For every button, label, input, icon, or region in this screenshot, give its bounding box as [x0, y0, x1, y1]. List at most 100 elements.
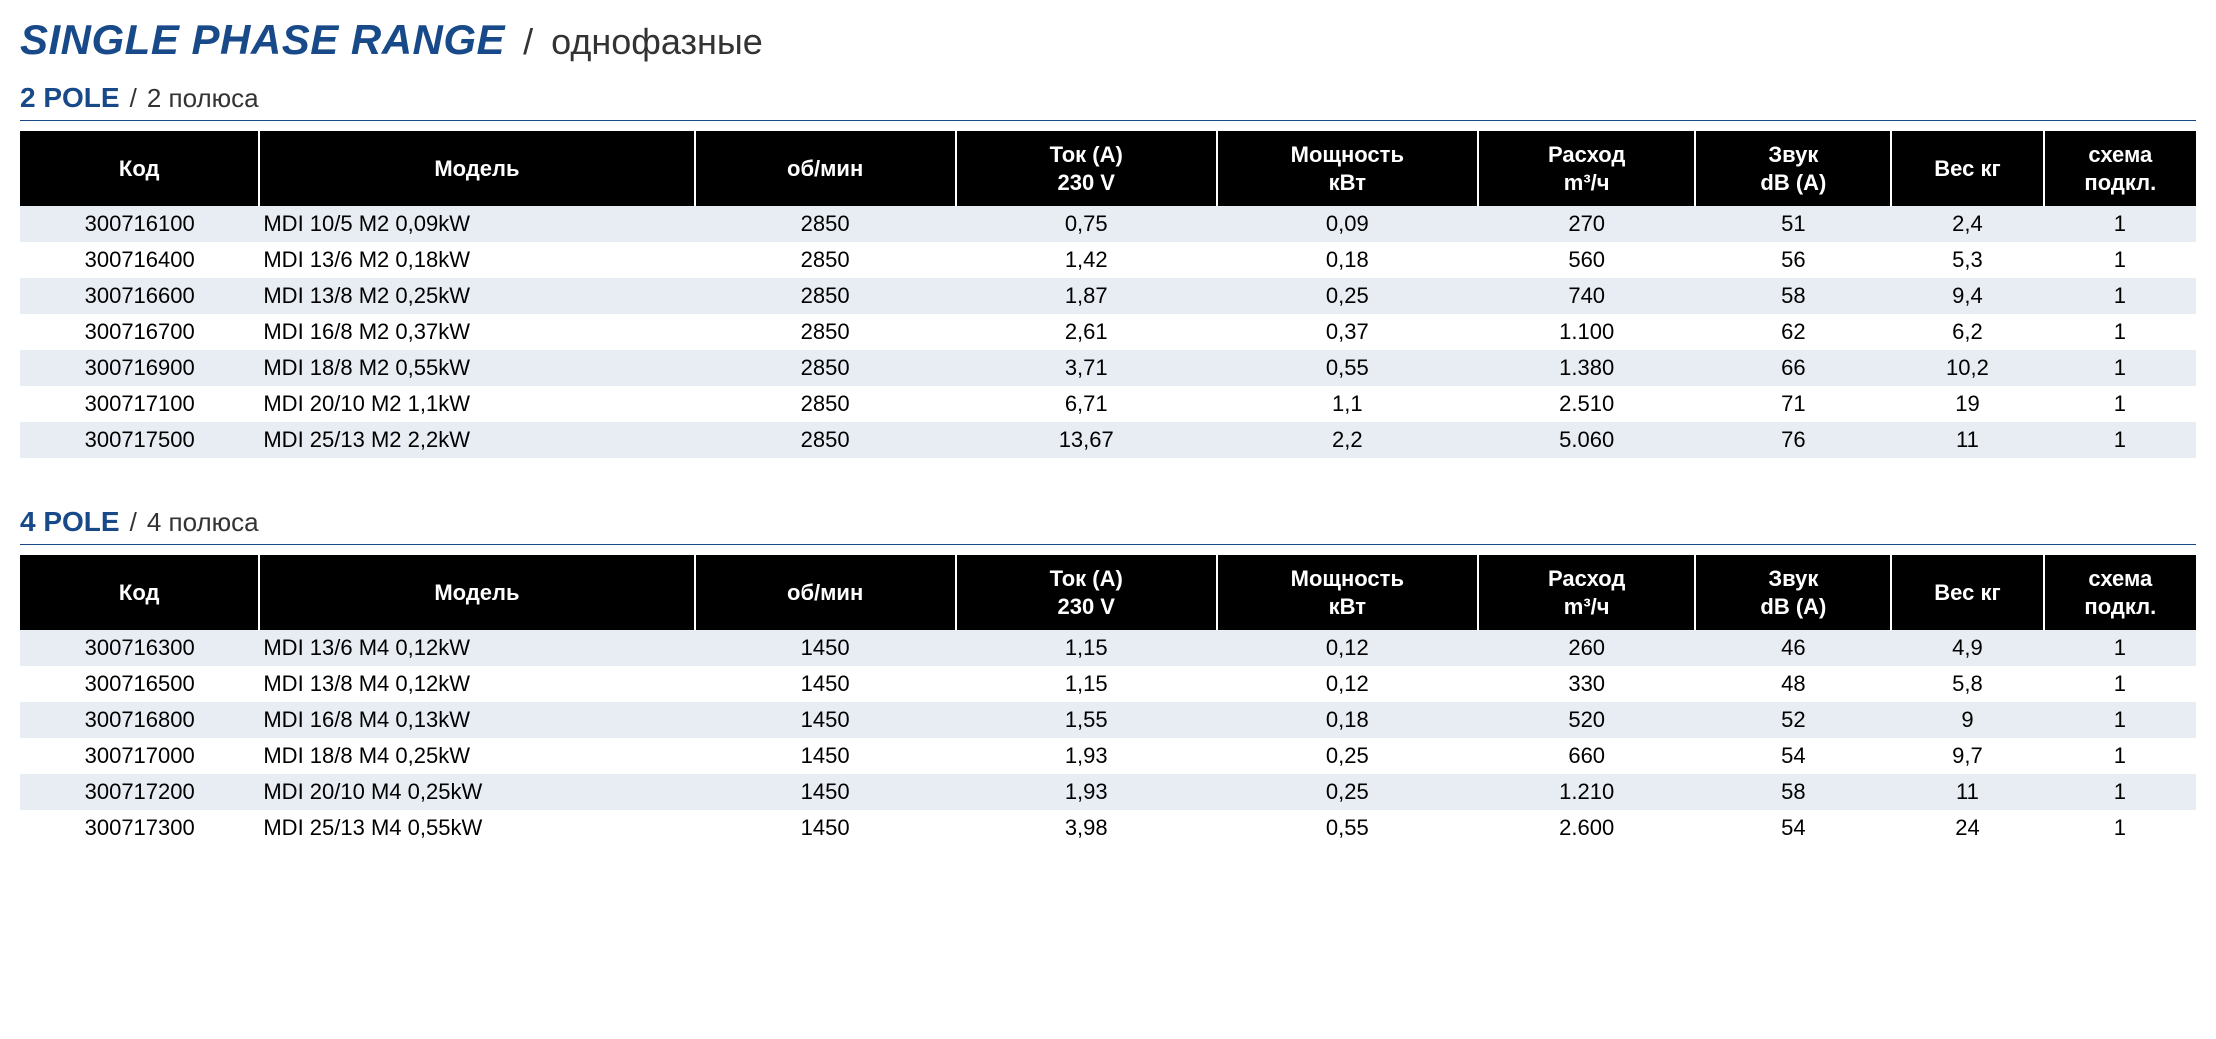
section: 2 POLE/2 полюса КодМодельоб/минТок (A)230… — [20, 82, 2196, 458]
table-header-cell: об/мин — [695, 555, 956, 630]
table-cell-model: MDI 18/8 M2 0,55kW — [259, 350, 694, 386]
table-cell: 0,12 — [1217, 666, 1478, 702]
table-cell-model: MDI 13/8 M2 0,25kW — [259, 278, 694, 314]
table-header-cell: Модель — [259, 555, 694, 630]
table-cell-model: MDI 20/10 M2 1,1kW — [259, 386, 694, 422]
table-cell-model: MDI 25/13 M4 0,55kW — [259, 810, 694, 846]
table-cell: 300716600 — [20, 278, 259, 314]
table-row: 300717200MDI 20/10 M4 0,25kW14501,930,25… — [20, 774, 2196, 810]
table-cell: 300716400 — [20, 242, 259, 278]
table-cell: 54 — [1695, 810, 1891, 846]
table-cell: 11 — [1891, 422, 2043, 458]
section-header: 2 POLE/2 полюса — [20, 82, 2196, 121]
table-cell: 46 — [1695, 630, 1891, 666]
table-cell-model: MDI 10/5 M2 0,09kW — [259, 206, 694, 242]
table-cell: 1,15 — [956, 666, 1217, 702]
table-cell: 58 — [1695, 278, 1891, 314]
table-cell: 1 — [2044, 386, 2196, 422]
table-cell: 3,71 — [956, 350, 1217, 386]
table-cell-model: MDI 16/8 M4 0,13kW — [259, 702, 694, 738]
table-row: 300717100MDI 20/10 M2 1,1kW28506,711,12.… — [20, 386, 2196, 422]
table-cell: 52 — [1695, 702, 1891, 738]
table-cell: 1 — [2044, 278, 2196, 314]
table-cell: 9 — [1891, 702, 2043, 738]
table-cell: 300717300 — [20, 810, 259, 846]
table-header-cell: Расходm³/ч — [1478, 131, 1696, 206]
page-title-en: SINGLE PHASE RANGE — [20, 16, 505, 64]
table-header-cell: Вес кг — [1891, 131, 2043, 206]
table-cell: 1,15 — [956, 630, 1217, 666]
table-cell: 300716100 — [20, 206, 259, 242]
table-cell: 48 — [1695, 666, 1891, 702]
table-row: 300716900MDI 18/8 M2 0,55kW28503,710,551… — [20, 350, 2196, 386]
table-header-cell: Код — [20, 131, 259, 206]
table-cell: 1,1 — [1217, 386, 1478, 422]
table-cell: 5,3 — [1891, 242, 2043, 278]
table-row: 300716500MDI 13/8 M4 0,12kW14501,150,123… — [20, 666, 2196, 702]
table-cell: 1.380 — [1478, 350, 1696, 386]
table-cell: 54 — [1695, 738, 1891, 774]
table-row: 300716800MDI 16/8 M4 0,13kW14501,550,185… — [20, 702, 2196, 738]
section-title-ru: 4 полюса — [147, 507, 259, 538]
table-cell-model: MDI 13/6 M2 0,18kW — [259, 242, 694, 278]
table-cell: 1 — [2044, 314, 2196, 350]
table-cell: 300716800 — [20, 702, 259, 738]
table-cell: 66 — [1695, 350, 1891, 386]
section: 4 POLE/4 полюсаКодМодельоб/минТок (A)230… — [20, 506, 2196, 846]
table-cell-model: MDI 13/6 M4 0,12kW — [259, 630, 694, 666]
sections-container: 2 POLE/2 полюсаКодМодельоб/минТок (A)230… — [20, 82, 2196, 846]
table-cell: 1 — [2044, 350, 2196, 386]
table-cell: 300716700 — [20, 314, 259, 350]
table-cell: 1.210 — [1478, 774, 1696, 810]
table-cell: 1450 — [695, 666, 956, 702]
table-cell: 1 — [2044, 206, 2196, 242]
table-cell: 300716900 — [20, 350, 259, 386]
table-cell: 1 — [2044, 666, 2196, 702]
table-cell: 0,37 — [1217, 314, 1478, 350]
section-title-en: 2 POLE — [20, 82, 120, 114]
table-cell: 2850 — [695, 386, 956, 422]
table-cell: 3,98 — [956, 810, 1217, 846]
table-cell: 58 — [1695, 774, 1891, 810]
table-cell: 260 — [1478, 630, 1696, 666]
table-cell: 1 — [2044, 738, 2196, 774]
table-cell: 1 — [2044, 702, 2196, 738]
table-cell: 0,55 — [1217, 350, 1478, 386]
table-cell: 300717000 — [20, 738, 259, 774]
table-cell: 2850 — [695, 350, 956, 386]
table-cell: 1450 — [695, 702, 956, 738]
page-title-ru: однофазные — [551, 21, 763, 63]
table-row: 300716100MDI 10/5 M2 0,09kW28500,750,092… — [20, 206, 2196, 242]
section-title-en: 4 POLE — [20, 506, 120, 538]
table-cell: 1,55 — [956, 702, 1217, 738]
table-cell: 1,42 — [956, 242, 1217, 278]
table-cell: 0,25 — [1217, 278, 1478, 314]
table-cell: 6,2 — [1891, 314, 2043, 350]
table-cell: 1 — [2044, 422, 2196, 458]
page-title-sep: / — [523, 21, 533, 63]
table-cell: 1 — [2044, 242, 2196, 278]
table-cell: 660 — [1478, 738, 1696, 774]
table-cell: 0,18 — [1217, 242, 1478, 278]
table-header-cell: Ток (A)230 V — [956, 131, 1217, 206]
table-cell: 1,93 — [956, 738, 1217, 774]
table-cell: 71 — [1695, 386, 1891, 422]
table-cell: 2,2 — [1217, 422, 1478, 458]
section-header: 4 POLE/4 полюса — [20, 506, 2196, 545]
table-cell-model: MDI 18/8 M4 0,25kW — [259, 738, 694, 774]
table-cell: 1450 — [695, 630, 956, 666]
table-cell: 0,75 — [956, 206, 1217, 242]
table-cell: 9,4 — [1891, 278, 2043, 314]
table-cell: 300716500 — [20, 666, 259, 702]
table-header-cell: об/мин — [695, 131, 956, 206]
table-cell: 0,25 — [1217, 738, 1478, 774]
table-cell: 76 — [1695, 422, 1891, 458]
table-cell: 300716300 — [20, 630, 259, 666]
table-header-cell: схемаподкл. — [2044, 555, 2196, 630]
table-cell: 62 — [1695, 314, 1891, 350]
table-cell: 5.060 — [1478, 422, 1696, 458]
spec-table: КодМодельоб/минТок (A)230 VМощностькВтРа… — [20, 131, 2196, 458]
table-cell: 10,2 — [1891, 350, 2043, 386]
table-cell: 2850 — [695, 278, 956, 314]
table-cell: 1450 — [695, 738, 956, 774]
